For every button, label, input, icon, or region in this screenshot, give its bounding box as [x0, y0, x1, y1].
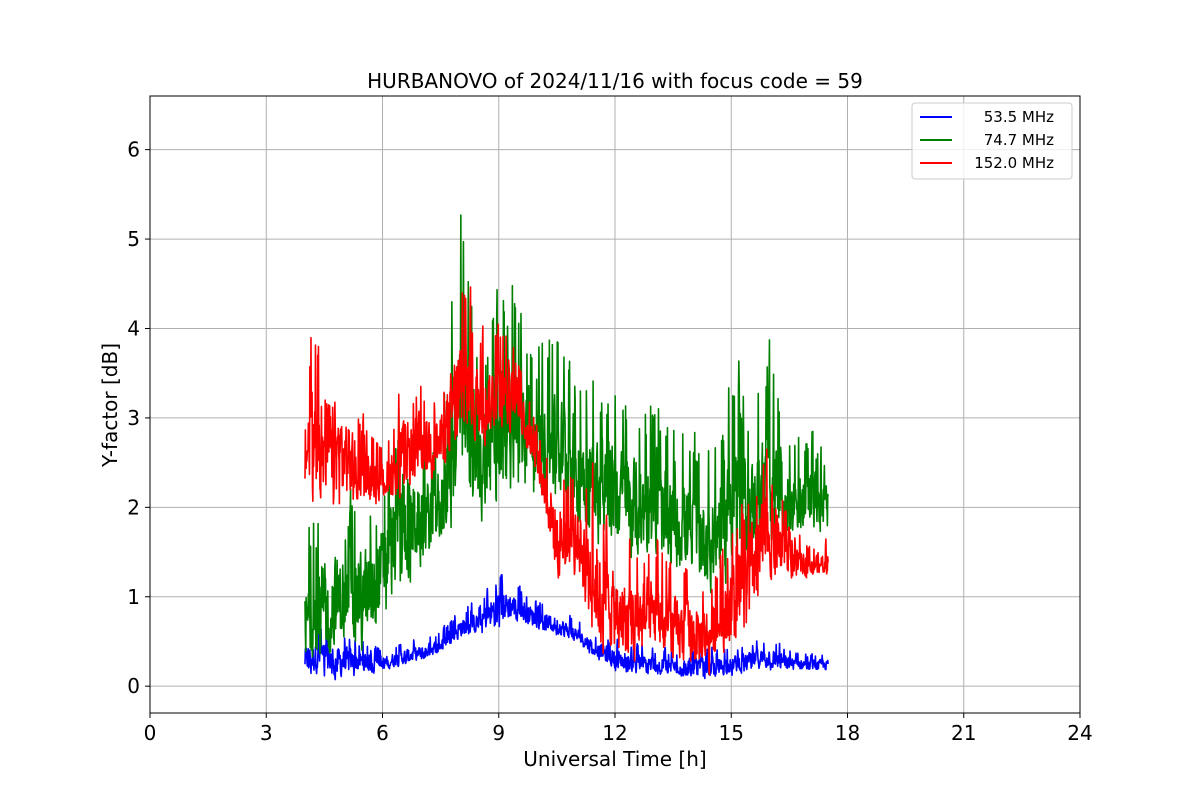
y-tick-label: 5	[127, 227, 140, 251]
y-tick-label: 0	[127, 674, 140, 698]
series-line-152-0-mhz	[304, 286, 829, 676]
series-line-53-5-mhz	[304, 573, 829, 681]
legend-label: 53.5 MHz	[984, 108, 1054, 126]
y-tick-label: 2	[127, 495, 140, 519]
x-tick-label: 12	[602, 721, 627, 745]
y-tick-label: 3	[127, 406, 140, 430]
y-axis-title: Y-factor [dB]	[98, 343, 122, 468]
chart-title: HURBANOVO of 2024/11/16 with focus code …	[367, 69, 863, 93]
x-tick-label: 9	[492, 721, 505, 745]
y-tick-label: 1	[127, 585, 140, 609]
y-tick-label: 4	[127, 316, 140, 340]
x-axis: 0 3 6 9 12 15 18 21 24	[144, 713, 1093, 745]
x-tick-label: 24	[1067, 721, 1092, 745]
x-tick-label: 3	[260, 721, 273, 745]
series-line-74-7-mhz	[304, 214, 829, 658]
x-tick-label: 6	[376, 721, 389, 745]
legend-label: 74.7 MHz	[984, 131, 1054, 149]
legend-box	[911, 102, 1073, 180]
x-axis-title: Universal Time [h]	[523, 747, 706, 771]
legend: 53.5 MHz 74.7 MHz 152.0 MHz	[911, 102, 1073, 180]
x-tick-label: 0	[144, 721, 157, 745]
x-tick-label: 18	[835, 721, 860, 745]
y-tick-label: 6	[127, 138, 140, 162]
x-tick-label: 21	[951, 721, 976, 745]
x-tick-label: 15	[719, 721, 744, 745]
y-axis: 0 1 2 3 4 5 6	[127, 138, 150, 698]
series-layer	[304, 214, 829, 681]
legend-label: 152.0 MHz	[974, 154, 1054, 172]
